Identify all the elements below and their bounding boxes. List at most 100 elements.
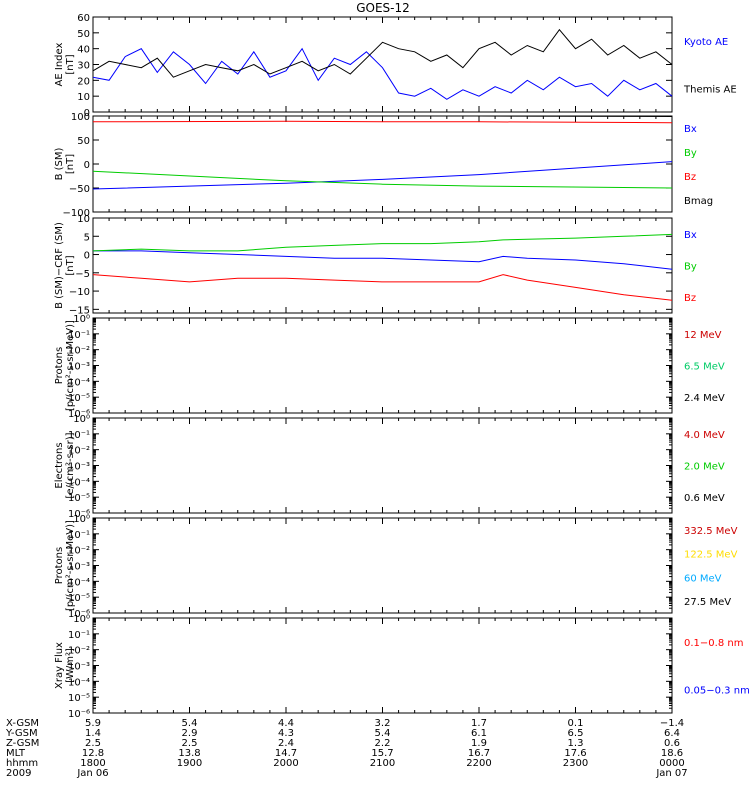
ephemeris-table: X-GSMY-GSMZ-GSMMLThhmm20095.91.42.512.81…: [5, 718, 688, 779]
legend-entry: 4.0 MeV: [684, 430, 725, 441]
y-tick-label: 10⁻²: [68, 346, 90, 357]
series-line-kyoto-ae: [92, 47, 673, 100]
y-tick-label: 10⁻¹: [68, 330, 90, 341]
y-tick-label: 10⁻⁶: [68, 409, 90, 420]
ephemeris-cell: 12.8: [82, 748, 104, 759]
ephemeris-cell: 2.5: [85, 738, 101, 749]
y-tick-label: 10⁻¹: [68, 630, 90, 641]
y-axis-label: [nT]: [65, 54, 76, 74]
y-tick-label: 0: [84, 251, 90, 262]
panel-frame: [92, 317, 673, 414]
ephemeris-row-label: Y-GSM: [5, 728, 38, 739]
series-line-bx: [92, 161, 673, 190]
legend-entry: Themis AE: [683, 84, 737, 95]
ephemeris-row-label: X-GSM: [6, 718, 39, 729]
panel-frame: [92, 517, 673, 614]
ephemeris-cell: 0.1: [568, 718, 584, 729]
ephemeris-cell: 1.7: [471, 718, 487, 729]
y-tick-label: −5: [75, 269, 90, 280]
y-tick-label: 10⁻²: [68, 446, 90, 457]
panel-frame: [92, 217, 673, 314]
legend-entry: 332.5 MeV: [684, 526, 738, 537]
y-tick-label: 10⁰: [73, 514, 90, 525]
legend-entry: 0.05−0.3 nm: [684, 685, 750, 696]
y-axis-label: B (SM)−CRF (SM): [54, 222, 65, 309]
legend-entry: 2.0 MeV: [684, 462, 725, 473]
y-tick-label: 10⁻⁶: [68, 709, 90, 720]
series-line-by: [92, 233, 673, 252]
y-tick-label: 10⁻²: [68, 646, 90, 657]
ephemeris-cell: 5.9: [85, 718, 101, 729]
ephemeris-row-label: MLT: [6, 748, 26, 759]
legend-entry: Kyoto AE: [684, 37, 728, 48]
legend-entry: Bmag: [684, 196, 713, 207]
y-tick-label: 10⁻⁵: [68, 393, 90, 404]
y-tick-label: 0: [84, 108, 90, 119]
ephemeris-cell: 1800: [80, 758, 105, 769]
y-axis-label: [p/(cm²-s-sr-MeV)]: [65, 520, 76, 611]
ephemeris-cell: 6.4: [664, 728, 680, 739]
y-tick-label: 10⁻⁴: [68, 577, 90, 588]
panel-frame: [92, 617, 673, 714]
ephemeris-cell: 4.4: [278, 718, 294, 729]
y-tick-label: 10⁻¹: [68, 530, 90, 541]
legend-entry: By: [684, 148, 697, 159]
ephemeris-cell: Jan 06: [76, 768, 108, 779]
ephemeris-cell: 5.4: [375, 728, 391, 739]
y-tick-label: 10⁻²: [68, 546, 90, 557]
series-line-by: [92, 170, 673, 189]
panel-2: −100 −50 0 50 100 B (SM) [nT] Bx By Bz Bmag: [54, 112, 713, 219]
panel-6: 10⁰ 10⁻¹ 10⁻² 10⁻³ 10⁻⁴ 10⁻⁵ 10⁻⁶ Protons [p/(cm…: [54, 514, 738, 620]
legend-entry: 27.5 MeV: [684, 597, 731, 608]
y-tick-label: 10⁻⁴: [68, 677, 90, 688]
ephemeris-cell: 5.4: [182, 718, 198, 729]
y-tick-label: 10⁻⁶: [68, 509, 90, 520]
ephemeris-cell: 2300: [563, 758, 588, 769]
y-tick-label: 30: [77, 61, 90, 72]
legend-entry: By: [684, 262, 697, 273]
y-axis-label: Xray Flux: [54, 642, 65, 689]
y-axis-label: AE Index: [54, 42, 65, 86]
y-tick-label: −10: [69, 287, 90, 298]
y-axis-label: [W/m²]: [65, 648, 76, 683]
y-axis-label: [nT]: [65, 154, 76, 174]
y-tick-label: 10: [77, 214, 90, 225]
y-tick-label: 100: [71, 112, 90, 123]
y-tick-label: 40: [77, 45, 90, 56]
legend-entry: Bx: [684, 230, 697, 241]
y-tick-label: 10: [77, 92, 90, 103]
panel-frame: [92, 115, 673, 213]
y-tick-label: −50: [69, 184, 90, 195]
ephemeris-cell: 1.4: [85, 728, 101, 739]
ephemeris-cell: Jan 07: [655, 768, 687, 779]
ephemeris-row-label: Z-GSM: [6, 738, 39, 749]
ephemeris-cell: 1.9: [471, 738, 487, 749]
panel-4: 10⁰ 10⁻¹ 10⁻² 10⁻³ 10⁻⁴ 10⁻⁵ 10⁻⁶ Protons [p/(cm…: [54, 314, 725, 420]
ephemeris-cell: −1.4: [660, 718, 684, 729]
ephemeris-cell: 0000: [659, 758, 684, 769]
legend-entry: 2.4 MeV: [684, 393, 725, 404]
y-tick-label: 10⁻⁴: [68, 377, 90, 388]
legend-entry: 122.5 MeV: [684, 550, 738, 561]
panel-1: 0 10 20 30 40 50 60 AE Index [nT] Kyoto AE Themis …: [54, 13, 737, 119]
y-tick-label: 10⁻¹: [68, 430, 90, 441]
legend-entry: 60 MeV: [684, 573, 722, 584]
y-axis-label: [nT]: [65, 255, 76, 275]
legend-entry: 12 MeV: [684, 330, 722, 341]
y-axis-label: B (SM): [54, 147, 65, 180]
series-line-bmag: [93, 115, 673, 117]
y-tick-label: 5: [84, 232, 90, 243]
panel-5: 10⁰ 10⁻¹ 10⁻² 10⁻³ 10⁻⁴ 10⁻⁵ 10⁻⁶ Electrons [e/(…: [54, 414, 725, 520]
y-axis-label: Electrons: [54, 442, 65, 488]
ephemeris-cell: 18.6: [661, 748, 683, 759]
ephemeris-cell: 2.9: [182, 728, 198, 739]
panel-3: −15 −10 −5 0 5 10 B (SM)−CRF (SM) [nT] Bx By Bz: [54, 214, 697, 316]
ephemeris-cell: 1900: [177, 758, 202, 769]
y-axis-label: [p/(cm²-s-sr-MeV)]: [65, 320, 76, 411]
ephemeris-cell: 0.6: [664, 738, 680, 749]
y-tick-label: 10⁻³: [68, 662, 90, 673]
ephemeris-cell: 2.2: [375, 738, 391, 749]
ephemeris-row-label: hhmm: [6, 758, 38, 769]
